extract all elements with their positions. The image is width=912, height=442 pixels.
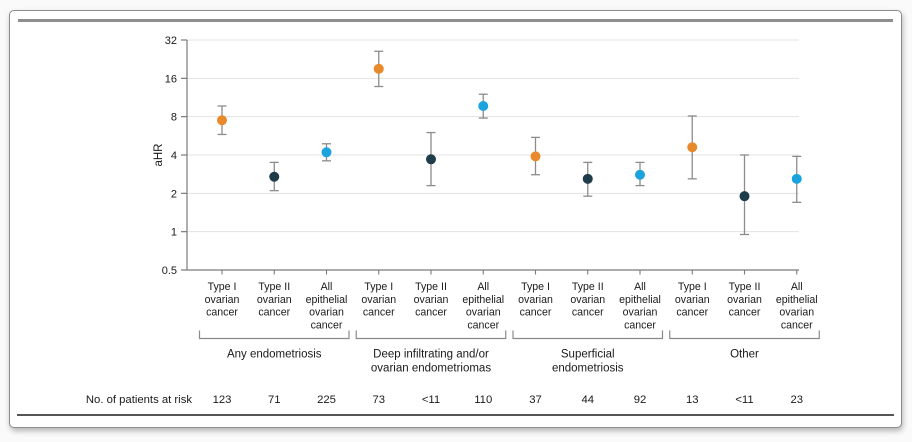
risk-value: 23 (790, 394, 803, 406)
risk-value: 225 (317, 394, 336, 406)
point-marker (478, 101, 489, 112)
point-marker (635, 169, 645, 180)
risk-row-label: No. of patients at risk (86, 394, 192, 406)
risk-value: 13 (686, 394, 699, 406)
y-axis-title: aHR (153, 143, 165, 166)
column-label: Type II ovarian cancer (570, 281, 605, 319)
gridlines (187, 39, 799, 233)
group-label: Deep infiltrating and/or ovarian endometr… (371, 349, 491, 375)
group-bracket (669, 330, 820, 340)
y-tick-label: 0.5 (162, 265, 177, 277)
column-label: All epithelial ovarian cancer (462, 281, 504, 331)
risk-value: <11 (735, 394, 753, 406)
column-label: Type II ovarian cancer (727, 281, 762, 319)
y-tick-label: 8 (171, 112, 177, 124)
group-labels: Any endometriosis Deep infiltrating and/o… (227, 349, 759, 375)
point-marker (321, 147, 332, 158)
point-marker (217, 115, 227, 126)
point-marker (373, 63, 384, 74)
axes (181, 39, 799, 275)
y-tick-label: 2 (171, 188, 177, 200)
risk-value: 123 (213, 394, 232, 406)
y-tick-label: 16 (165, 73, 177, 85)
y-tick-label: 4 (171, 150, 177, 162)
data-points (217, 50, 802, 236)
group-bracket (198, 330, 350, 340)
risk-value: 110 (474, 394, 492, 406)
column-label: Type II ovarian cancer (414, 281, 449, 319)
group-brackets (198, 330, 820, 340)
risk-value: 44 (581, 394, 594, 406)
y-tick-labels: 32 16 8 4 2 1 0.5 (162, 35, 177, 277)
group-label: Any endometriosis (227, 349, 322, 361)
column-label: Type II ovarian cancer (257, 281, 292, 319)
column-label: All epithelial ovarian cancer (306, 281, 348, 331)
risk-value: 37 (529, 394, 542, 406)
group-label: Superficial endometriosis (552, 349, 624, 375)
point-marker (426, 154, 436, 165)
point-marker (530, 151, 541, 162)
group-bracket (355, 330, 507, 340)
point-marker (687, 142, 698, 153)
y-tick-label: 32 (165, 35, 177, 47)
column-label: All epithelial ovarian cancer (619, 281, 661, 331)
point-marker (739, 191, 750, 202)
point-marker (269, 171, 280, 182)
column-label: All epithelial ovarian cancer (776, 281, 818, 331)
risk-value: 73 (372, 394, 385, 406)
risk-value: <11 (422, 394, 440, 406)
y-tick-label: 1 (171, 227, 177, 239)
group-label: Other (730, 349, 759, 361)
top-rule (18, 19, 893, 22)
risk-value: 92 (634, 394, 647, 406)
group-bracket (512, 330, 664, 340)
risk-value: 71 (268, 394, 281, 406)
figure-card (9, 10, 902, 428)
risk-row-values: 123 71 225 73 <11 110 37 44 92 13 <11 23 (213, 394, 803, 406)
bottom-rule (17, 414, 894, 416)
point-marker (582, 173, 593, 184)
point-marker (791, 173, 802, 184)
